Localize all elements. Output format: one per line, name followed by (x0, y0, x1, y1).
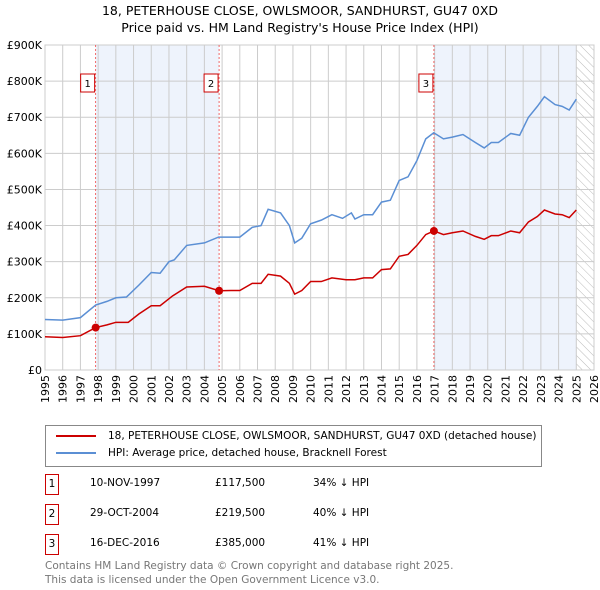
x-tick-label: 2007 (252, 375, 265, 403)
sale-row-3: 3 16-DEC-2016 £385,000 41% ↓ HPI (45, 534, 445, 555)
plot-border (44, 44, 595, 371)
y-tick-label: £600K (7, 147, 43, 160)
y-tick-label: £800K (7, 75, 43, 88)
x-tick-label: 2008 (269, 375, 282, 403)
chart-subtitle: Price paid vs. HM Land Registry's House … (121, 20, 479, 35)
y-tick-label: £0 (28, 364, 42, 377)
x-tick-label: 1998 (92, 375, 105, 403)
x-tick-label: 1997 (74, 375, 87, 403)
x-tick-label: 2001 (145, 375, 158, 403)
sale-date: 10-NOV-1997 (90, 477, 161, 489)
x-tick-label: 2015 (393, 375, 406, 403)
x-tick-label: 2025 (570, 375, 583, 403)
sale-label-box (80, 73, 96, 93)
plot-area: 1995 1996 1997 1998 1999 2000 2001 2002 2003 2004… (7, 39, 600, 403)
x-tick-label: 2003 (181, 375, 194, 403)
x-tick-label: 1996 (57, 375, 70, 403)
hpi-line (44, 95, 577, 321)
sale-label: 1 (84, 79, 90, 90)
y-tick-label: £700K (7, 111, 43, 124)
footer-licence: This data is licensed under the Open Gov… (45, 574, 380, 586)
x-tick-label: 1995 (39, 375, 52, 403)
footer-copyright: Contains HM Land Registry data © Crown c… (45, 560, 454, 572)
sale-delta: 41% ↓ HPI (313, 537, 370, 549)
x-tick-label: 2006 (234, 375, 247, 403)
x-tick-label: 2024 (553, 375, 566, 403)
y-tick-label: £200K (7, 292, 43, 305)
x-tick-label: 2002 (163, 375, 176, 403)
sale-marker-box: 1 (45, 474, 59, 495)
x-tick-label: 2013 (358, 375, 371, 403)
legend-label: HPI: Average price, detached house, Brac… (108, 447, 387, 459)
x-tick-label: 2019 (464, 375, 477, 403)
sale-marker-box: 2 (45, 504, 59, 525)
y-tick-label: £400K (7, 220, 43, 233)
x-tick-label: 2018 (446, 375, 459, 403)
sale-label-box (203, 73, 219, 93)
sale-price: £117,500 (215, 477, 266, 489)
x-tick-label: 2022 (517, 375, 530, 403)
x-tick-label: 2020 (482, 375, 495, 403)
sale-delta: 34% ↓ HPI (313, 477, 370, 489)
x-tick-label: 2021 (499, 375, 512, 403)
x-tick-label: 2014 (375, 375, 388, 403)
future-hatch (576, 45, 594, 370)
x-tick-label: 2009 (287, 375, 300, 403)
sale-row-1: 1 10-NOV-1997 £117,500 34% ↓ HPI (45, 474, 445, 495)
sale-price: £219,500 (215, 507, 266, 519)
sale-marker-box: 3 (45, 534, 59, 555)
x-tick-label: 2016 (411, 375, 424, 403)
sale-price: £385,000 (215, 537, 266, 549)
legend: 18, PETERHOUSE CLOSE, OWLSMOOR, SANDHURS… (45, 425, 542, 467)
sale-point (91, 323, 100, 332)
y-tick-label: £900K (7, 39, 43, 52)
x-tick-label: 2004 (198, 375, 211, 403)
legend-item-hpi: HPI: Average price, detached house, Brac… (56, 447, 387, 459)
sale-delta: 40% ↓ HPI (313, 507, 370, 519)
legend-item-property: 18, PETERHOUSE CLOSE, OWLSMOOR, SANDHURS… (56, 430, 536, 442)
shaded-range (95, 45, 220, 370)
sale-label: 3 (423, 79, 429, 90)
x-tick-label: 2017 (429, 375, 442, 403)
x-tick-label: 2005 (216, 375, 229, 403)
sale-label: 2 (208, 79, 214, 90)
sale-point (215, 286, 224, 295)
sale-label-box (418, 73, 434, 93)
sale-row-2: 2 29-OCT-2004 £219,500 40% ↓ HPI (45, 504, 445, 525)
legend-label: 18, PETERHOUSE CLOSE, OWLSMOOR, SANDHURS… (108, 430, 537, 442)
x-tick-label: 2011 (322, 375, 335, 403)
x-tick-label: 2000 (128, 375, 141, 403)
y-tick-label: £300K (7, 256, 43, 269)
x-tick-label: 2026 (588, 375, 600, 403)
x-tick-label: 2012 (340, 375, 353, 403)
x-tick-label: 1999 (110, 375, 123, 403)
sale-date: 29-OCT-2004 (90, 507, 159, 519)
legend-swatch-red (56, 435, 96, 437)
sale-date: 16-DEC-2016 (90, 537, 160, 549)
property-line (44, 209, 577, 339)
y-tick-label: £100K (7, 328, 43, 341)
legend-swatch-blue (56, 452, 96, 454)
sale-point (429, 226, 438, 235)
y-tick-label: £500K (7, 183, 43, 196)
x-tick-label: 2023 (535, 375, 548, 403)
chart-title: 18, PETERHOUSE CLOSE, OWLSMOOR, SANDHURS… (101, 3, 499, 18)
x-tick-label: 2010 (305, 375, 318, 403)
